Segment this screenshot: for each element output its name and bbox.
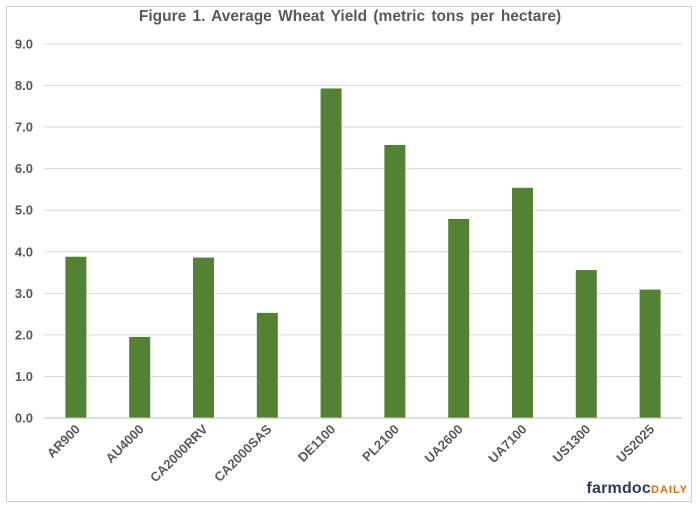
bar-us2025 xyxy=(639,289,661,418)
x-tick-label: CA2000SAS xyxy=(211,421,274,484)
x-tick-label: PL2100 xyxy=(359,422,402,465)
bar-pl2100 xyxy=(384,144,406,419)
logo-text-daily: DAILY xyxy=(651,484,688,496)
y-tick-label: 0.0 xyxy=(15,411,33,426)
y-tick-label: 8.0 xyxy=(15,78,33,93)
x-tick-label: UA7100 xyxy=(485,422,529,466)
y-tick-label: 1.0 xyxy=(15,369,33,384)
bar-ua2600 xyxy=(448,218,470,418)
x-tick-label: AR900 xyxy=(44,422,83,461)
y-tick-label: 5.0 xyxy=(15,203,33,218)
bar-ua7100 xyxy=(512,187,533,418)
x-tick-label: US2025 xyxy=(613,422,657,466)
bar-ar900 xyxy=(65,256,87,418)
x-tick-label: UA2600 xyxy=(421,422,465,466)
y-tick-label: 7.0 xyxy=(15,120,33,135)
x-tick-label: DE1100 xyxy=(295,422,338,465)
y-tick-label: 9.0 xyxy=(15,37,33,52)
x-tick-label: US1300 xyxy=(550,422,594,466)
chart-frame xyxy=(6,6,692,502)
x-tick-label: AU4000 xyxy=(102,422,146,466)
farmdoc-daily-logo: farmdocDAILY xyxy=(586,480,688,498)
y-tick-label: 6.0 xyxy=(15,161,33,176)
y-tick-label: 3.0 xyxy=(15,286,33,301)
bar-us1300 xyxy=(575,270,597,418)
y-tick-label: 2.0 xyxy=(15,327,33,342)
x-tick-label: CA2000RRV xyxy=(147,421,211,485)
logo-text-farmdoc: farmdoc xyxy=(586,480,651,497)
bar-au4000 xyxy=(129,336,151,418)
bar-ca2000rrv xyxy=(193,257,214,418)
chart-title: Figure 1. Average Wheat Yield (metric to… xyxy=(138,8,562,25)
bar-ca2000sas xyxy=(256,312,278,418)
bar-de1100 xyxy=(320,88,342,418)
y-tick-label: 4.0 xyxy=(15,244,33,259)
